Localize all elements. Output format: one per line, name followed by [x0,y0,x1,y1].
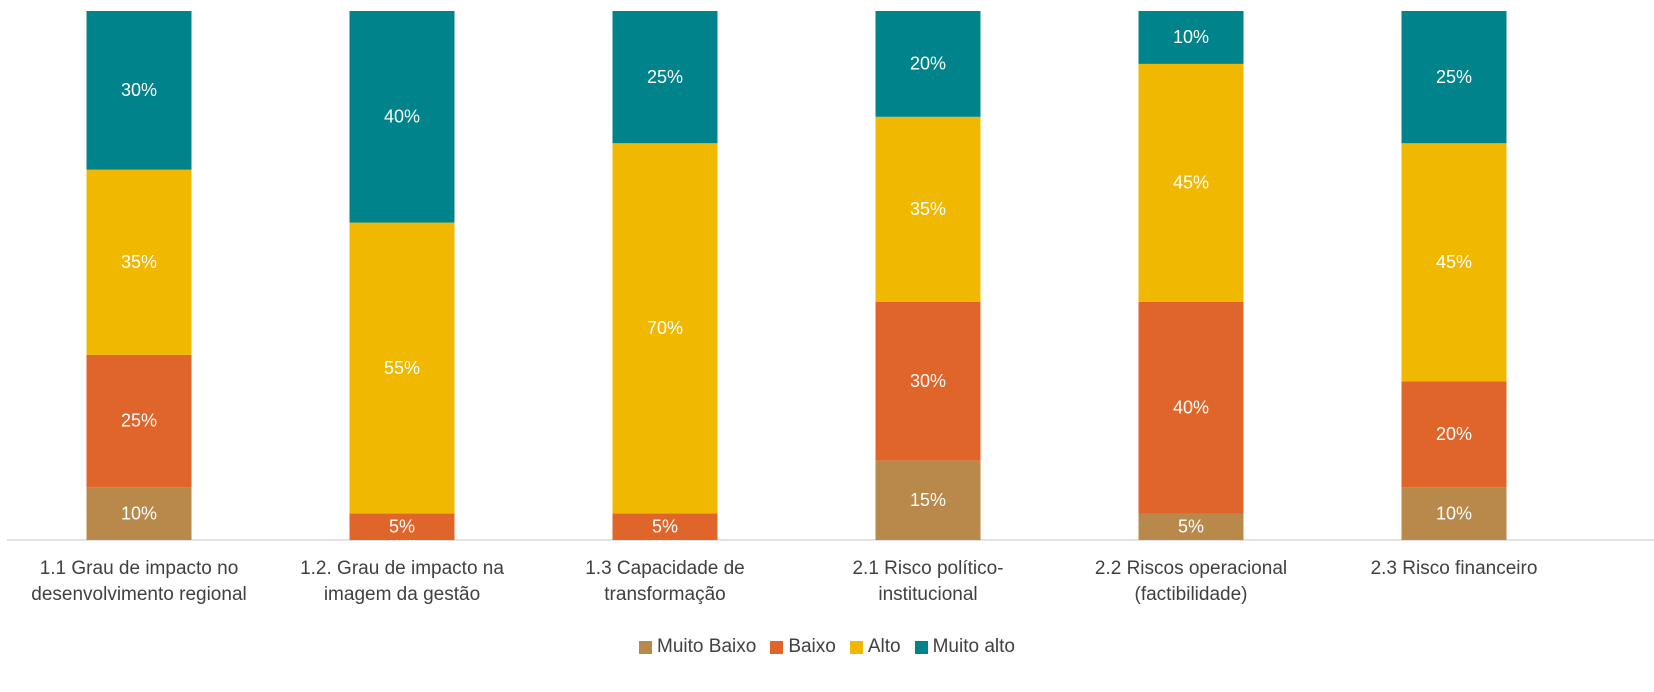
data-label: 35% [121,252,157,272]
data-label: 15% [910,490,946,510]
bar-segment [349,11,455,223]
x-tick-label: 2.2 Riscos operacional (factibilidade) [1094,558,1288,605]
data-label: 10% [1173,27,1209,47]
bar-segment [86,169,192,355]
bar-segment [86,487,192,540]
legend-item: Alto [849,636,901,658]
x-tick-label: 2.3 Risco financeiro [1370,558,1538,579]
data-label: 55% [384,358,420,378]
legend-label: Muito alto [932,636,1015,657]
bar-segment [1401,381,1507,488]
x-tick-label: 2.1 Risco político-institucional [852,558,1004,605]
data-label: 5% [652,517,678,537]
data-label: 10% [1436,503,1472,523]
data-label: 5% [1178,517,1204,537]
data-label: 35% [910,199,946,219]
x-tick-label: 1.2. Grau de impacto na imagem da gestão [300,558,504,605]
legend-swatch [849,640,863,654]
legend-item: Baixo [770,636,836,658]
bar-segment [86,11,192,170]
data-label: 10% [121,503,157,523]
bar-segment [612,11,718,144]
legend-label: Alto [867,636,901,657]
bar-segment [86,354,192,488]
legend-swatch [639,640,653,654]
x-tick-label: 1.3 Capacidade de transformação [585,558,745,605]
legend-item: Muito Baixo [639,636,756,658]
legend-item: Muito alto [914,636,1015,658]
data-label: 45% [1436,252,1472,272]
bar-segment [875,301,981,461]
legend-label: Muito Baixo [657,636,757,657]
data-label: 25% [121,411,157,431]
bar-segment [612,143,718,514]
bar-segment [1138,11,1244,64]
bar-segment [875,116,981,302]
data-label: 40% [1173,398,1209,418]
data-label: 30% [121,80,157,100]
bar-segment [1138,513,1244,540]
bar-segment [1138,301,1244,514]
data-label: 20% [910,54,946,74]
bar-segment [875,11,981,117]
bar-segment [612,513,718,540]
legend: Muito Baixo Baixo Alto Muito alto [0,636,1654,658]
bar-segment [1401,11,1507,144]
data-label: 5% [389,517,415,537]
data-label: 20% [1436,424,1472,444]
legend-label: Baixo [788,636,836,657]
data-label: 40% [384,107,420,127]
legend-swatch [914,640,928,654]
data-label: 25% [1436,67,1472,87]
bar-segment [349,513,455,540]
bar-segment [1401,487,1507,540]
data-label: 70% [647,318,683,338]
legend-swatch [770,640,784,654]
data-label: 25% [647,67,683,87]
bar-segment [1138,63,1244,302]
x-tick-label: 1.1 Grau de impacto no desenvolvimento r… [31,558,247,605]
bar-segment [349,222,455,514]
bar-segment [1401,143,1507,382]
data-label: 30% [910,371,946,391]
data-label: 45% [1173,173,1209,193]
bar-segment [875,460,981,540]
